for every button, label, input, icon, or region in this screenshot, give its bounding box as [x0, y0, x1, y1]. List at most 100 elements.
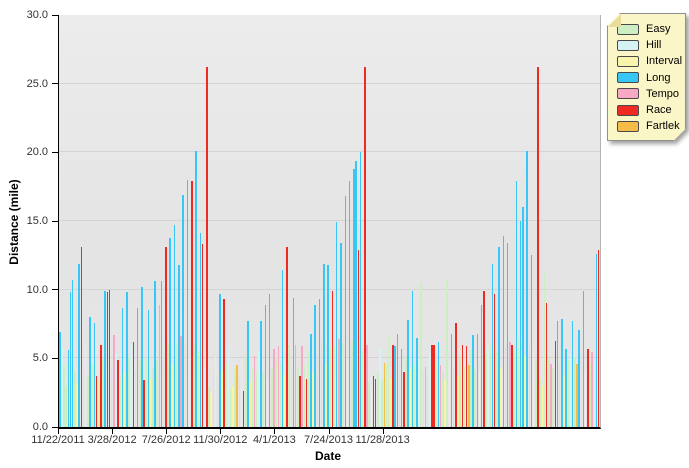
bar-I	[312, 372, 314, 427]
legend-item-tempo[interactable]: Tempo	[617, 86, 679, 102]
bar-E	[329, 347, 331, 427]
bar-L	[71, 280, 74, 427]
bar-E	[422, 370, 425, 427]
bar-R	[242, 391, 245, 427]
bar-I	[221, 370, 223, 427]
legend-swatch-tempo[interactable]	[617, 88, 639, 99]
bar-E	[110, 366, 113, 427]
y-tick-mark	[52, 83, 58, 85]
bar-T	[180, 336, 182, 427]
bar-H	[487, 347, 489, 427]
bar-L	[104, 291, 106, 427]
bar-E	[452, 367, 455, 427]
bar-L	[78, 263, 80, 427]
bar-L	[411, 291, 414, 427]
x-tick-label: 11/30/2012	[193, 434, 248, 446]
bar-E	[119, 377, 122, 427]
bar-L	[247, 321, 249, 427]
bar-L	[515, 181, 518, 427]
bar-L	[359, 152, 362, 427]
legend-item-hill[interactable]: Hill	[617, 37, 679, 53]
bar-E	[535, 361, 537, 427]
bar-I	[266, 378, 269, 427]
bar-R	[331, 291, 334, 427]
bar-T	[158, 304, 161, 427]
bar-E	[184, 344, 186, 427]
legend-label: Tempo	[646, 87, 680, 100]
legend-item-fartlek[interactable]: Fartlek	[617, 118, 679, 134]
bar-E	[558, 365, 561, 427]
bar-R	[143, 380, 145, 427]
bar-E	[361, 351, 364, 427]
bar-L	[578, 329, 580, 427]
legend-item-race[interactable]: Race	[617, 102, 679, 118]
bar-E	[333, 344, 336, 427]
bar-L	[292, 297, 295, 427]
bar-E	[238, 377, 241, 427]
x-axis-title: Date	[314, 449, 342, 463]
bar-E	[442, 373, 444, 427]
bar-E	[225, 363, 228, 427]
legend-item-easy[interactable]: Easy	[617, 21, 679, 37]
bar-F	[236, 365, 238, 427]
bar-L	[506, 243, 509, 427]
bar-R	[299, 376, 301, 427]
bar-E	[271, 367, 273, 427]
bar-R	[372, 376, 375, 427]
bar-E	[567, 359, 570, 427]
bar-L	[323, 263, 325, 427]
bar-E	[251, 366, 254, 427]
bar-L	[318, 299, 321, 427]
bar-E	[320, 341, 323, 427]
bar-E	[552, 369, 554, 427]
bar-H	[240, 361, 243, 427]
x-tick-mark	[382, 429, 384, 434]
bar-E	[279, 362, 282, 427]
bar-L	[314, 304, 316, 427]
legend-swatch-long[interactable]	[617, 72, 639, 83]
bar-T	[273, 348, 275, 427]
bar-L	[195, 151, 197, 427]
x-tick-mark	[328, 429, 330, 434]
bar-E	[162, 351, 165, 427]
bar-R	[392, 344, 394, 427]
legend-swatch-interval[interactable]	[617, 56, 639, 67]
bar-I	[149, 377, 152, 427]
bar-I	[97, 380, 100, 427]
bar-F	[576, 363, 578, 427]
bar-F	[424, 366, 427, 427]
bar-E	[208, 385, 210, 427]
bar-R	[483, 291, 485, 427]
legend-swatch-easy[interactable]	[617, 24, 639, 35]
legend-swatch-hill[interactable]	[617, 40, 639, 51]
bar-L	[437, 341, 440, 427]
bar-E	[167, 343, 169, 427]
bar-T	[366, 344, 368, 427]
y-tick-mark	[52, 357, 58, 359]
bar-I	[346, 358, 349, 427]
bar-R	[305, 378, 308, 427]
legend-item-long[interactable]: Long	[617, 70, 679, 86]
legend-swatch-race[interactable]	[617, 105, 639, 116]
legend-item-interval[interactable]: Interval	[617, 53, 679, 69]
bar-R	[433, 344, 435, 427]
bar-I	[478, 372, 481, 427]
bar-I	[409, 369, 412, 427]
bar-R	[191, 181, 193, 427]
bar-R	[165, 247, 167, 427]
bar-L	[344, 196, 347, 427]
bar-E	[245, 358, 247, 427]
bar-L	[182, 194, 184, 427]
bar-L	[519, 221, 522, 427]
bar-H	[84, 344, 87, 427]
bar-T	[253, 355, 256, 427]
y-tick-label: 5.0	[32, 352, 48, 365]
legend-swatch-fartlek[interactable]	[617, 121, 639, 132]
bar-L	[160, 281, 163, 427]
bar-I	[370, 388, 373, 427]
legend: Easy Hill Interval Long Tempo Race Fartlek	[607, 13, 686, 141]
legend-label: Hill	[646, 39, 662, 52]
gridline	[59, 82, 600, 84]
bar-L	[59, 332, 61, 427]
bar-E	[387, 335, 390, 427]
